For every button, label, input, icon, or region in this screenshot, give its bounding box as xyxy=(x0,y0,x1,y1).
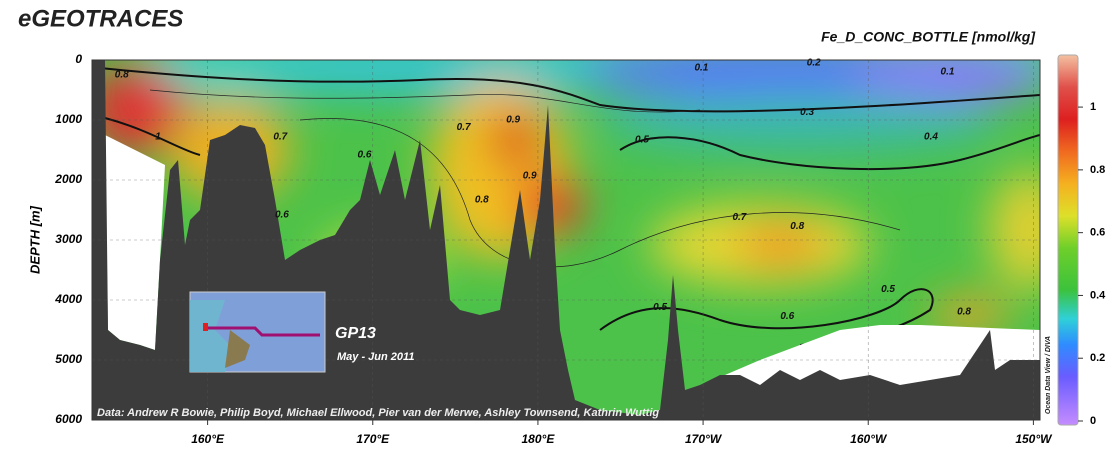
contour-label: 1 xyxy=(155,131,161,142)
y-tick-label: 0 xyxy=(75,52,82,66)
x-tick-label: 160°W xyxy=(850,432,888,446)
contour-label: 0.8 xyxy=(957,307,971,318)
y-tick-label: 4000 xyxy=(54,292,82,306)
contour-label: 0.7 xyxy=(273,131,287,142)
colorbar-tick-label: 0.2 xyxy=(1090,352,1105,364)
x-tick-label: 170°W xyxy=(685,432,723,446)
contour-label: 0.2 xyxy=(807,58,821,69)
y-tick-label: 2000 xyxy=(54,172,82,186)
inset-subtitle: May - Jun 2011 xyxy=(337,351,414,363)
contour-label: 0.5 xyxy=(653,302,667,313)
contour-label: 0.1 xyxy=(694,62,708,73)
contour-label: 0.9 xyxy=(523,170,537,181)
contour-label: 0.4 xyxy=(924,131,938,142)
contour-label: 0.8 xyxy=(475,194,489,205)
contour-label: 0.5 xyxy=(881,284,895,295)
inset-map xyxy=(189,291,326,373)
contour-label: 0.8 xyxy=(115,70,129,81)
contour-label: 0.9 xyxy=(506,115,520,126)
credit: Data: Andrew R Bowie, Philip Boyd, Micha… xyxy=(97,407,659,419)
contour-label: 0.8 xyxy=(790,221,804,232)
y-axis-label: DEPTH [m] xyxy=(27,205,42,274)
x-tick-label: 150°W xyxy=(1015,432,1053,446)
x-tick-label: 180°E xyxy=(522,432,556,446)
contour-label: 0.6 xyxy=(358,149,372,160)
chart-title: eGEOTRACES xyxy=(18,5,183,32)
y-tick-label: 6000 xyxy=(55,412,82,426)
colorbar-tick-label: 0 xyxy=(1090,415,1096,427)
contour-label: 0.1 xyxy=(941,67,955,78)
contour-label: 0.6 xyxy=(780,311,794,322)
colorbar-tick-label: 1 xyxy=(1090,101,1096,113)
inset-title: GP13 xyxy=(335,325,376,342)
contour-labels: 0.8 1 0.7 0.6 0.6 0.7 0.9 0.9 0.8 0.5 0.3 0.4 0.1 0.2… xyxy=(115,58,972,322)
y-tick-label: 1000 xyxy=(55,112,82,126)
colorbar-fill xyxy=(1057,54,1079,426)
contour-label: 0.7 xyxy=(732,212,746,223)
y-tick-label: 3000 xyxy=(55,232,82,246)
contour-label: 0.6 xyxy=(275,209,289,220)
colorbar-tick-label: 0.4 xyxy=(1090,289,1106,301)
contour-label: 0.7 xyxy=(457,122,471,133)
x-tick-label: 170°E xyxy=(356,432,390,446)
colorbar-tick-label: 0.8 xyxy=(1090,164,1105,176)
contour-label: 0.5 xyxy=(635,134,649,145)
colorbar xyxy=(1057,54,1079,426)
x-tick-label: 160°E xyxy=(191,432,225,446)
colorbar-tick-label: 0.6 xyxy=(1090,227,1105,239)
plot-frame xyxy=(91,59,1041,421)
contour-label: 0.3 xyxy=(800,107,814,118)
side-note: Ocean Data View / DIVA xyxy=(1045,336,1052,414)
colorbar-label: Fe_D_CONC_BOTTLE [nmol/kg] xyxy=(821,29,1036,45)
y-tick-label: 5000 xyxy=(55,352,82,366)
